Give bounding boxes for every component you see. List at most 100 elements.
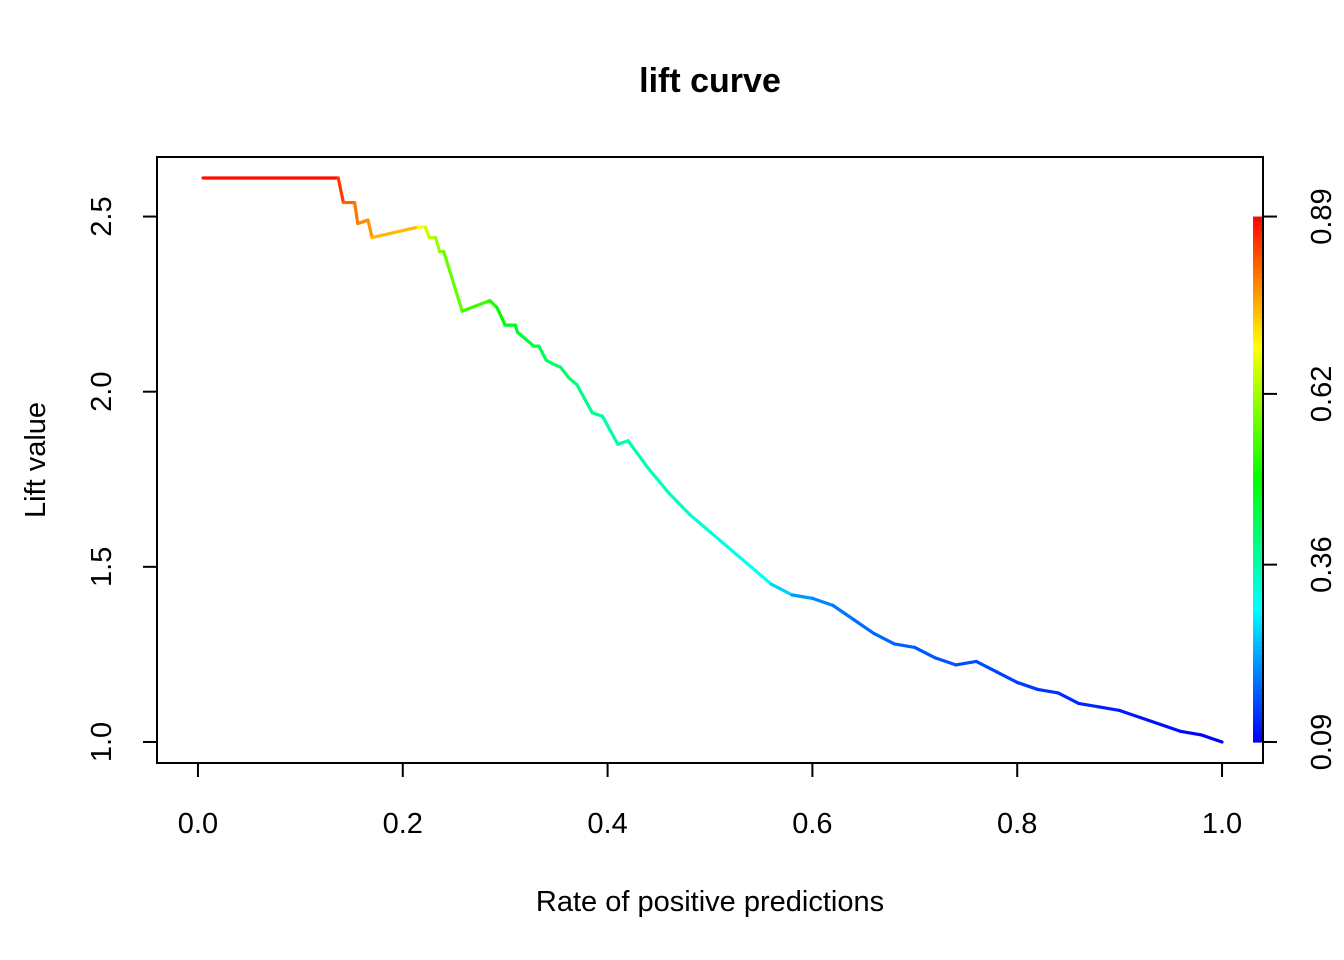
colorbar-segment — [1253, 663, 1262, 669]
colorbar-segment — [1253, 439, 1262, 445]
lift-curve-segment — [433, 235, 442, 254]
colorbar-segment — [1253, 365, 1262, 371]
colorbar-segment — [1253, 645, 1262, 651]
colorbar-segment — [1253, 404, 1262, 410]
lift-curve-segment — [790, 593, 815, 600]
colorbar-segment — [1253, 277, 1262, 283]
colorbar-segment — [1253, 724, 1262, 730]
colorbar-segment — [1253, 711, 1262, 717]
colorbar-segment — [1253, 461, 1262, 467]
lift-curve-segment — [749, 565, 774, 586]
x-tick-label: 1.0 — [1202, 808, 1242, 840]
colorbar-segment — [1253, 326, 1262, 331]
lift-curve-segment — [646, 467, 671, 495]
colorbar-segment — [1253, 356, 1262, 362]
lift-curve-segment — [442, 249, 464, 313]
colorbar-segment — [1253, 321, 1262, 327]
colorbar-segment — [1253, 588, 1262, 594]
colorbar-segment — [1253, 286, 1262, 292]
colorbar-segment — [1253, 566, 1262, 572]
colorbar-segment — [1253, 706, 1262, 712]
lift-curve-segment — [851, 617, 876, 635]
colorbar-segment — [1253, 650, 1262, 656]
colorbar-segment — [1253, 251, 1262, 257]
colorbar-segment — [1253, 514, 1262, 520]
colorbar-segment — [1253, 413, 1262, 419]
colorbar-segment — [1253, 409, 1262, 415]
colorbar-segment — [1253, 330, 1262, 336]
y-axis-label: Lift value — [20, 402, 52, 518]
colorbar-segment — [1253, 531, 1262, 537]
colorbar-segment — [1253, 308, 1262, 314]
colorbar-segment — [1253, 474, 1262, 480]
colorbar-segment — [1253, 290, 1262, 296]
colorbar-segment — [1253, 680, 1262, 686]
axes-layer: 0.0 0.2 0.4 0.6 0.8 1.0 1.0 1.5 2.0 2.5 — [86, 196, 1242, 840]
colorbar-segment — [1253, 671, 1262, 677]
lift-curve-segment — [1056, 691, 1081, 706]
colorbar-segment — [1253, 615, 1262, 620]
colorbar-segment — [1253, 234, 1262, 240]
colorbar-segment — [1253, 378, 1262, 384]
lift-curve-segment — [1036, 687, 1060, 695]
colorbar-segment — [1253, 715, 1262, 721]
x-tick-label: 0.8 — [997, 808, 1037, 840]
lift-curve-segment — [954, 659, 978, 667]
lift-curve-segment — [933, 656, 958, 667]
colorbar-segment — [1253, 584, 1262, 590]
colorbar: 0.09 0.36 0.62 0.89 — [1253, 188, 1338, 770]
colorbar-segment — [1253, 667, 1262, 673]
colorbar-segment — [1253, 479, 1262, 485]
colorbar-segment — [1253, 492, 1262, 498]
colorbar-segment — [1253, 544, 1262, 550]
lift-curve-segment — [590, 411, 605, 418]
colorbar-segment — [1253, 334, 1262, 340]
colorbar-segment — [1253, 417, 1262, 423]
colorbar-segment — [1253, 339, 1262, 345]
colorbar-segment — [1253, 488, 1262, 494]
colorbar-segment — [1253, 466, 1262, 472]
colorbar-segment — [1253, 628, 1262, 634]
colorbar-segment — [1253, 536, 1262, 542]
colorbar-segment — [1253, 435, 1262, 441]
colorbar-segment — [1253, 255, 1262, 261]
y-tick-label: 2.0 — [86, 372, 118, 412]
colorbar-segment — [1253, 369, 1262, 375]
colorbar-segment — [1253, 553, 1262, 559]
colorbar-segment — [1253, 610, 1262, 616]
colorbar-segment — [1253, 518, 1262, 524]
colorbar-tick-label: 0.36 — [1306, 536, 1338, 592]
colorbar-segment — [1253, 444, 1262, 450]
lift-curve-segment — [567, 376, 579, 387]
colorbar-segment — [1253, 422, 1262, 428]
lift-curve-segment — [728, 547, 753, 569]
lift-curve-segment — [708, 530, 733, 551]
colorbar-segment — [1253, 374, 1262, 380]
colorbar-segment — [1253, 601, 1262, 607]
lift-curve-segment — [1158, 722, 1183, 734]
colorbar-segment — [1253, 540, 1262, 546]
colorbar-segment — [1253, 496, 1262, 502]
lift-curve-segment — [810, 596, 835, 607]
lift-curve-segment — [423, 225, 432, 240]
lift-curve-segment — [1179, 729, 1204, 737]
lift-curve-segment — [1015, 680, 1040, 692]
colorbar-segment — [1253, 260, 1262, 266]
colorbar-tick-label: 0.89 — [1306, 188, 1338, 244]
colorbar-segment — [1253, 220, 1262, 226]
lift-curve-segment — [1097, 705, 1122, 713]
y-tick-label: 1.5 — [86, 547, 118, 587]
lift-curve-segment — [575, 383, 594, 415]
colorbar-segment — [1253, 636, 1262, 642]
colorbar-segment — [1253, 702, 1262, 708]
colorbar-segment — [1253, 216, 1262, 222]
colorbar-segment — [1253, 698, 1262, 704]
colorbar-segment — [1253, 382, 1262, 388]
colorbar-segment — [1253, 509, 1262, 515]
y-tick-label: 2.5 — [86, 196, 118, 236]
x-tick-label: 0.2 — [383, 808, 423, 840]
lift-curve-segment — [515, 330, 528, 341]
lift-curve-segment — [1118, 708, 1142, 720]
colorbar-segment — [1253, 606, 1262, 612]
